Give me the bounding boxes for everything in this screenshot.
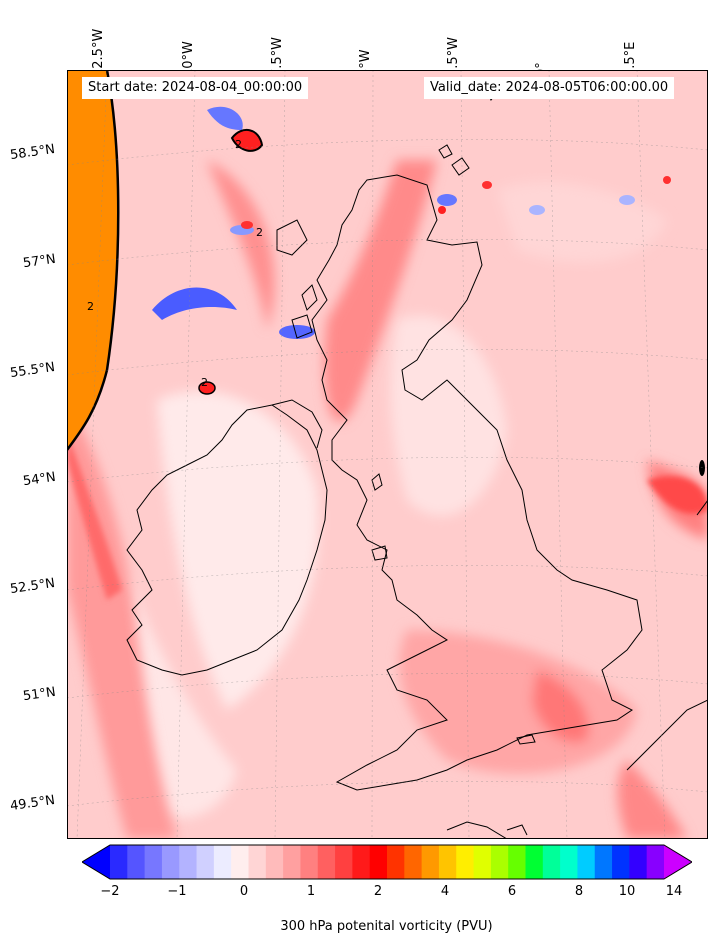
colorbar-tick: 14 [665, 884, 683, 899]
coastline-isle-of-wight [516, 734, 536, 745]
lat-label-49-5n: 49.5°N [9, 792, 56, 815]
contour-label: 2 [235, 138, 242, 151]
colorbar-segment [387, 845, 405, 879]
coastlines [126, 78, 708, 839]
colorbar-segment [283, 845, 301, 879]
colorbar-segment [110, 845, 128, 879]
colorbar-tick: 6 [507, 884, 517, 899]
colorbar-tick: 1 [306, 884, 316, 899]
lat-label-51n: 51°N [22, 684, 57, 705]
colorbar-segment [560, 845, 578, 879]
pv-strong-patches [67, 430, 708, 600]
colorbar-tick: 2 [373, 884, 383, 899]
colorbar-segment [300, 845, 319, 879]
contour-label: 2 [87, 300, 94, 313]
colorbar-segment [646, 845, 665, 879]
lat-label-57n: 57°N [22, 251, 57, 272]
colorbar-segment [317, 845, 336, 879]
coastline-orkney [451, 157, 470, 176]
lat-label-58-5n: 58.5°N [9, 141, 56, 164]
colorbar-segment [231, 845, 249, 879]
pv-negative-eddies [152, 106, 635, 339]
colorbar-segment [369, 845, 388, 879]
pv-high-region [67, 70, 119, 450]
colorbar-outline [82, 844, 692, 880]
colorbar-segment [456, 845, 475, 879]
colorbar-segment [577, 845, 596, 879]
colorbar-segment [127, 845, 146, 879]
colorbar-segment [265, 845, 284, 879]
colorbar-title: 300 hPa potenital vorticity (PVU) [280, 919, 493, 934]
colorbar-segment [438, 845, 457, 879]
pv-field: 2 2 2 2 [67, 70, 708, 839]
pv-medium-bands [67, 160, 708, 839]
colorbar-segment [473, 845, 492, 879]
colorbar-segment [421, 845, 440, 879]
colorbar-segment [213, 845, 232, 879]
colorbar-segment [490, 845, 509, 879]
pv-map: 2 2 2 2 [67, 70, 708, 839]
pv-light-areas [127, 181, 667, 818]
colorbar-tick: 0 [239, 884, 249, 899]
valid-date-label: Valid_date: 2024-08-05T06:00:00.00 [424, 77, 675, 99]
start-date-label: Start date: 2024-08-04_00:00:00 [82, 77, 309, 99]
colorbar-segment [542, 845, 561, 879]
colorbar-tick: 4 [440, 884, 450, 899]
colorbar-segment [612, 845, 630, 879]
contour-label: 2 [256, 226, 263, 239]
pv-positive-eddies [198, 129, 705, 476]
colorbar-segment [248, 845, 267, 879]
colorbar-segment [508, 845, 526, 879]
colorbar-tick: −1 [167, 884, 187, 899]
coastline-france [626, 699, 708, 771]
colorbar-extend-low [82, 845, 110, 879]
colorbar-segment [196, 845, 215, 879]
colorbar-segment [352, 845, 371, 879]
colorbar-segment [179, 845, 198, 879]
coastline-isle-of-man [371, 473, 383, 491]
colorbar-extend-high [664, 845, 692, 879]
graticule [67, 70, 708, 839]
coastline-ni [271, 399, 323, 449]
lat-label-54n: 54°N [22, 469, 57, 490]
colorbar-segment [525, 845, 544, 879]
lat-label-52-5n: 52.5°N [9, 575, 56, 598]
lat-label-55-5n: 55.5°N [9, 359, 56, 382]
colorbar-tick: 10 [618, 884, 636, 899]
colorbar-tick: −2 [100, 884, 120, 899]
colorbar-segment [594, 845, 613, 879]
coastline-anglesey [371, 545, 388, 561]
colorbar [82, 844, 692, 880]
coastline-ireland [126, 404, 328, 676]
colorbar-segment [404, 845, 423, 879]
colorbar-segment [629, 845, 648, 879]
colorbar-segment [144, 845, 163, 879]
pv-2-contour-left [67, 70, 120, 451]
coastline-great-britain [311, 174, 643, 791]
coastline-hebrides [276, 219, 308, 256]
colorbar-tick: 8 [574, 884, 584, 899]
contour-label: 2 [201, 376, 208, 389]
colorbar-segment [161, 845, 180, 879]
colorbar-segment [335, 845, 353, 879]
